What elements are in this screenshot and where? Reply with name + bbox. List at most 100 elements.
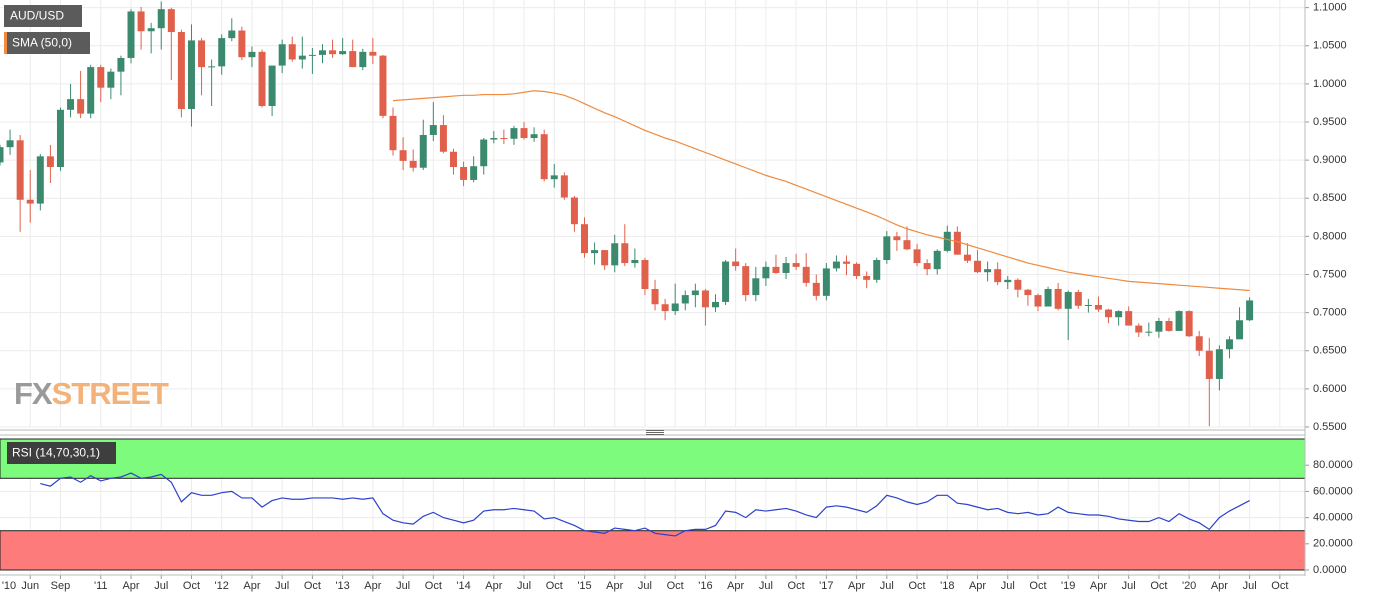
candle — [1074, 289, 1082, 309]
candle — [97, 64, 105, 103]
candle — [339, 38, 347, 55]
candle — [157, 1, 165, 50]
candle-body — [671, 303, 679, 312]
candle-body — [137, 11, 145, 32]
legend: AUD/USD SMA (50,0) — [4, 5, 90, 54]
y-tick-label: 0.6500 — [1313, 345, 1347, 357]
candle-body — [258, 51, 266, 106]
candle-body — [722, 261, 730, 302]
candle — [1034, 293, 1042, 312]
x-tick-label: '12 — [215, 580, 229, 592]
candle — [863, 271, 871, 289]
candle — [429, 102, 437, 142]
candle — [87, 64, 95, 119]
candle-body — [843, 261, 851, 264]
candle — [419, 119, 427, 171]
candle-body — [339, 51, 347, 55]
candle — [933, 249, 941, 275]
candle — [6, 129, 14, 155]
candle-body — [510, 128, 518, 139]
x-tick-label: Apr — [606, 580, 623, 592]
y-tick-label: 0.7000 — [1313, 307, 1347, 319]
candle — [1165, 317, 1173, 332]
candle-body — [107, 71, 115, 88]
candle-body — [87, 67, 95, 114]
candle-body — [349, 51, 357, 68]
candle-body — [238, 30, 246, 58]
candle — [480, 138, 488, 175]
candle-body — [832, 261, 840, 269]
x-tick-label: '11 — [94, 580, 108, 592]
y-tick-label: 80.0000 — [1313, 459, 1353, 471]
watermark-suffix: STREET — [52, 376, 169, 411]
candle-body — [449, 151, 457, 167]
x-tick-label: Jul — [275, 580, 289, 592]
candle — [137, 6, 145, 50]
candle — [490, 131, 498, 144]
candle-body — [1115, 311, 1123, 318]
overbought-band — [0, 438, 1306, 479]
candle — [298, 36, 306, 69]
candle-body — [268, 65, 276, 106]
candle-body — [298, 55, 306, 60]
candle — [147, 22, 155, 54]
candle-body — [550, 175, 558, 180]
candle — [1145, 322, 1153, 337]
candle-body — [198, 40, 206, 68]
candle — [470, 156, 478, 183]
x-tick-label: Jul — [1001, 580, 1015, 592]
candle-body — [157, 9, 165, 29]
candle-body — [480, 139, 488, 167]
candle — [903, 226, 911, 251]
candle — [560, 172, 568, 200]
candle — [812, 274, 820, 301]
candle-body — [1044, 288, 1052, 307]
x-tick-label: Sep — [51, 580, 71, 592]
candle — [974, 250, 982, 273]
x-tick-label: Oct — [667, 580, 684, 592]
y-tick-label: 20.0000 — [1313, 538, 1353, 550]
candle — [288, 36, 296, 62]
candle — [1225, 336, 1233, 359]
candle — [369, 38, 377, 65]
x-tick-label: Jun — [21, 580, 39, 592]
candle — [167, 7, 175, 81]
candle-body — [490, 138, 498, 140]
x-tick-label: Apr — [727, 580, 744, 592]
candle — [540, 129, 548, 182]
candle-body — [97, 67, 105, 88]
candle-body — [36, 156, 44, 204]
x-tick-label: '13 — [335, 580, 349, 592]
candle — [318, 44, 326, 64]
candle — [853, 262, 861, 280]
candle — [732, 248, 740, 271]
candle — [1054, 282, 1062, 311]
x-tick-label: Oct — [908, 580, 925, 592]
candle-body — [822, 268, 830, 296]
candle — [1155, 317, 1163, 338]
candle — [611, 234, 619, 273]
candle-body — [1084, 305, 1092, 306]
x-tick-label: Oct — [546, 580, 563, 592]
candle-body — [248, 51, 256, 58]
candle-body — [540, 134, 548, 180]
candle — [278, 39, 286, 74]
candle-body — [1236, 320, 1244, 340]
x-tick-label: '14 — [456, 580, 470, 592]
x-tick-label: Apr — [969, 580, 986, 592]
candle — [1135, 323, 1143, 338]
candle-body — [923, 263, 931, 270]
candle — [329, 39, 337, 58]
candle-body — [802, 266, 810, 283]
candle — [399, 137, 407, 171]
candle-body — [1165, 321, 1173, 331]
rsi-line — [40, 472, 1250, 537]
pane-grip[interactable] — [646, 430, 664, 435]
candle-body — [691, 290, 699, 296]
x-tick-label: Apr — [1090, 580, 1107, 592]
candle-body — [883, 236, 891, 261]
candle — [994, 262, 1002, 286]
x-tick-label: '10 — [2, 580, 16, 592]
rsi-pane: 0.0000 20.0000 40.0000 60.0000 80.0000 — [0, 438, 1353, 576]
candle-body — [661, 304, 669, 312]
